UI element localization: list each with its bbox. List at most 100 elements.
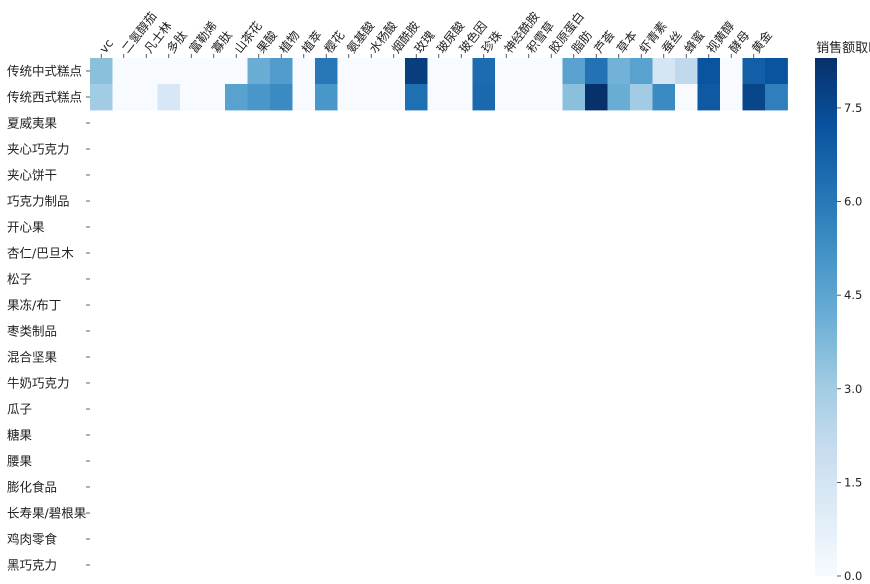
x-tick-label: 蜂蜜 bbox=[681, 28, 708, 56]
y-tick-label: 枣类制品 bbox=[7, 324, 57, 339]
heatmap-cell bbox=[495, 58, 518, 85]
x-tick-label: 植物 bbox=[276, 28, 303, 56]
colorbar-label: 销售额取lg bbox=[816, 40, 870, 56]
heatmap-cell bbox=[697, 58, 721, 85]
x-tick-label: vc bbox=[97, 36, 116, 55]
y-tick-label: 混合坚果 bbox=[7, 350, 58, 365]
heatmap-cell bbox=[135, 58, 158, 85]
heatmap-cell bbox=[225, 84, 248, 111]
heatmap-cell bbox=[675, 58, 698, 85]
heatmap-cells bbox=[90, 58, 788, 111]
colorbar-tick-label: 1.5 bbox=[844, 475, 862, 489]
y-tick-label: 长寿果/碧根果 bbox=[7, 506, 87, 521]
heatmap-cell bbox=[382, 58, 406, 85]
heatmap-cell bbox=[585, 58, 608, 85]
heatmap-cell bbox=[562, 84, 586, 111]
heatmap-cell bbox=[360, 58, 383, 85]
heatmap-cell bbox=[652, 84, 676, 111]
heatmap-cell bbox=[247, 84, 271, 111]
y-tick-label: 巧克力制品 bbox=[7, 194, 70, 209]
heatmap-cell bbox=[540, 84, 563, 111]
y-tick-label: 腰果 bbox=[7, 454, 33, 469]
y-tick-label: 传统中式糕点 bbox=[7, 64, 82, 79]
heatmap-cell bbox=[720, 58, 743, 85]
y-tick-label: 糖果 bbox=[7, 428, 33, 443]
heatmap-cell bbox=[585, 84, 608, 111]
heatmap-cell bbox=[180, 84, 203, 111]
heatmap-cell bbox=[270, 84, 293, 111]
heatmap-cell bbox=[652, 58, 676, 85]
heatmap-cell bbox=[427, 58, 451, 85]
colorbar-tick-label: 0.0 bbox=[844, 569, 862, 583]
heatmap-cell bbox=[562, 58, 586, 85]
heatmap-cell bbox=[720, 84, 743, 111]
heatmap-cell bbox=[427, 84, 451, 111]
colorbar-tick-label: 7.5 bbox=[844, 101, 862, 115]
heatmap-cell bbox=[337, 84, 361, 111]
heatmap-cell bbox=[90, 58, 113, 85]
heatmap-cell bbox=[765, 84, 788, 111]
heatmap-cell bbox=[382, 84, 406, 111]
heatmap-cell bbox=[202, 58, 226, 85]
heatmap-cell bbox=[292, 84, 316, 111]
colorbar: 销售额取lg 0.0 1.5 3.0 4.5 6.0 7.5 bbox=[815, 40, 870, 583]
x-tick-label: 芦荟 bbox=[592, 28, 618, 56]
heatmap-cell bbox=[202, 84, 226, 111]
x-tick-label: 黄金 bbox=[748, 28, 775, 56]
heatmap-cell bbox=[292, 58, 316, 85]
x-tick-label: 植萃 bbox=[298, 28, 325, 56]
y-axis-labels: 传统中式糕点传统西式糕点夏威夷果夹心巧克力夹心饼干巧克力制品开心果杏仁/巴旦木松… bbox=[7, 64, 90, 573]
heatmap-cell bbox=[315, 84, 338, 111]
colorbar-gradient bbox=[815, 58, 837, 576]
heatmap-cell bbox=[450, 58, 473, 85]
heatmap-cell bbox=[90, 84, 113, 111]
y-tick-label: 夏威夷果 bbox=[7, 116, 58, 131]
y-tick-label: 瓜子 bbox=[7, 402, 32, 417]
heatmap-cell bbox=[765, 58, 788, 85]
y-tick-label: 鸡肉零食 bbox=[7, 532, 58, 547]
heatmap-cell bbox=[180, 58, 203, 85]
heatmap-cell bbox=[697, 84, 721, 111]
heatmap-cell bbox=[405, 84, 428, 111]
colorbar-tick-label: 4.5 bbox=[844, 288, 862, 302]
heatmap-cell bbox=[247, 58, 271, 85]
heatmap-cell bbox=[630, 58, 653, 85]
heatmap-cell bbox=[607, 84, 631, 111]
colorbar-tick-label: 6.0 bbox=[844, 195, 862, 209]
heatmap-cell bbox=[607, 58, 631, 85]
y-tick-label: 开心果 bbox=[7, 220, 45, 235]
heatmap-cell bbox=[675, 84, 698, 111]
y-tick-label: 膨化食品 bbox=[7, 480, 57, 495]
colorbar-ticks: 0.0 1.5 3.0 4.5 6.0 7.5 bbox=[837, 101, 862, 583]
heatmap-cell bbox=[450, 84, 473, 111]
heatmap-cell bbox=[360, 84, 383, 111]
heatmap-cell bbox=[337, 58, 361, 85]
heatmap-cell bbox=[472, 84, 496, 111]
y-tick-label: 传统西式糕点 bbox=[7, 90, 82, 105]
heatmap-cell bbox=[270, 58, 293, 85]
y-tick-label: 果冻/布丁 bbox=[7, 298, 61, 313]
heatmap-cell bbox=[315, 58, 338, 85]
heatmap-cell bbox=[742, 58, 766, 85]
x-tick-label: 樱花 bbox=[321, 28, 348, 56]
heatmap-cell bbox=[157, 58, 181, 85]
heatmap-cell bbox=[630, 84, 653, 111]
y-tick-label: 夹心巧克力 bbox=[7, 142, 70, 157]
y-tick-label: 黑巧克力 bbox=[7, 558, 57, 573]
y-tick-label: 杏仁/巴旦木 bbox=[7, 246, 74, 261]
heatmap-cell bbox=[157, 84, 181, 111]
heatmap-cell bbox=[405, 58, 428, 85]
heatmap-cell bbox=[517, 58, 541, 85]
heatmap-cell bbox=[540, 58, 563, 85]
heatmap-cell bbox=[517, 84, 541, 111]
x-tick-label: 草本 bbox=[614, 28, 640, 56]
y-tick-label: 夹心饼干 bbox=[7, 168, 57, 183]
heatmap-cell bbox=[742, 84, 766, 111]
y-tick-label: 松子 bbox=[7, 272, 32, 287]
colorbar-tick-label: 3.0 bbox=[844, 382, 862, 396]
y-tick-label: 牛奶巧克力 bbox=[7, 376, 70, 391]
heatmap-cell bbox=[135, 84, 158, 111]
heatmap-cell bbox=[495, 84, 518, 111]
heatmap-cell bbox=[225, 58, 248, 85]
